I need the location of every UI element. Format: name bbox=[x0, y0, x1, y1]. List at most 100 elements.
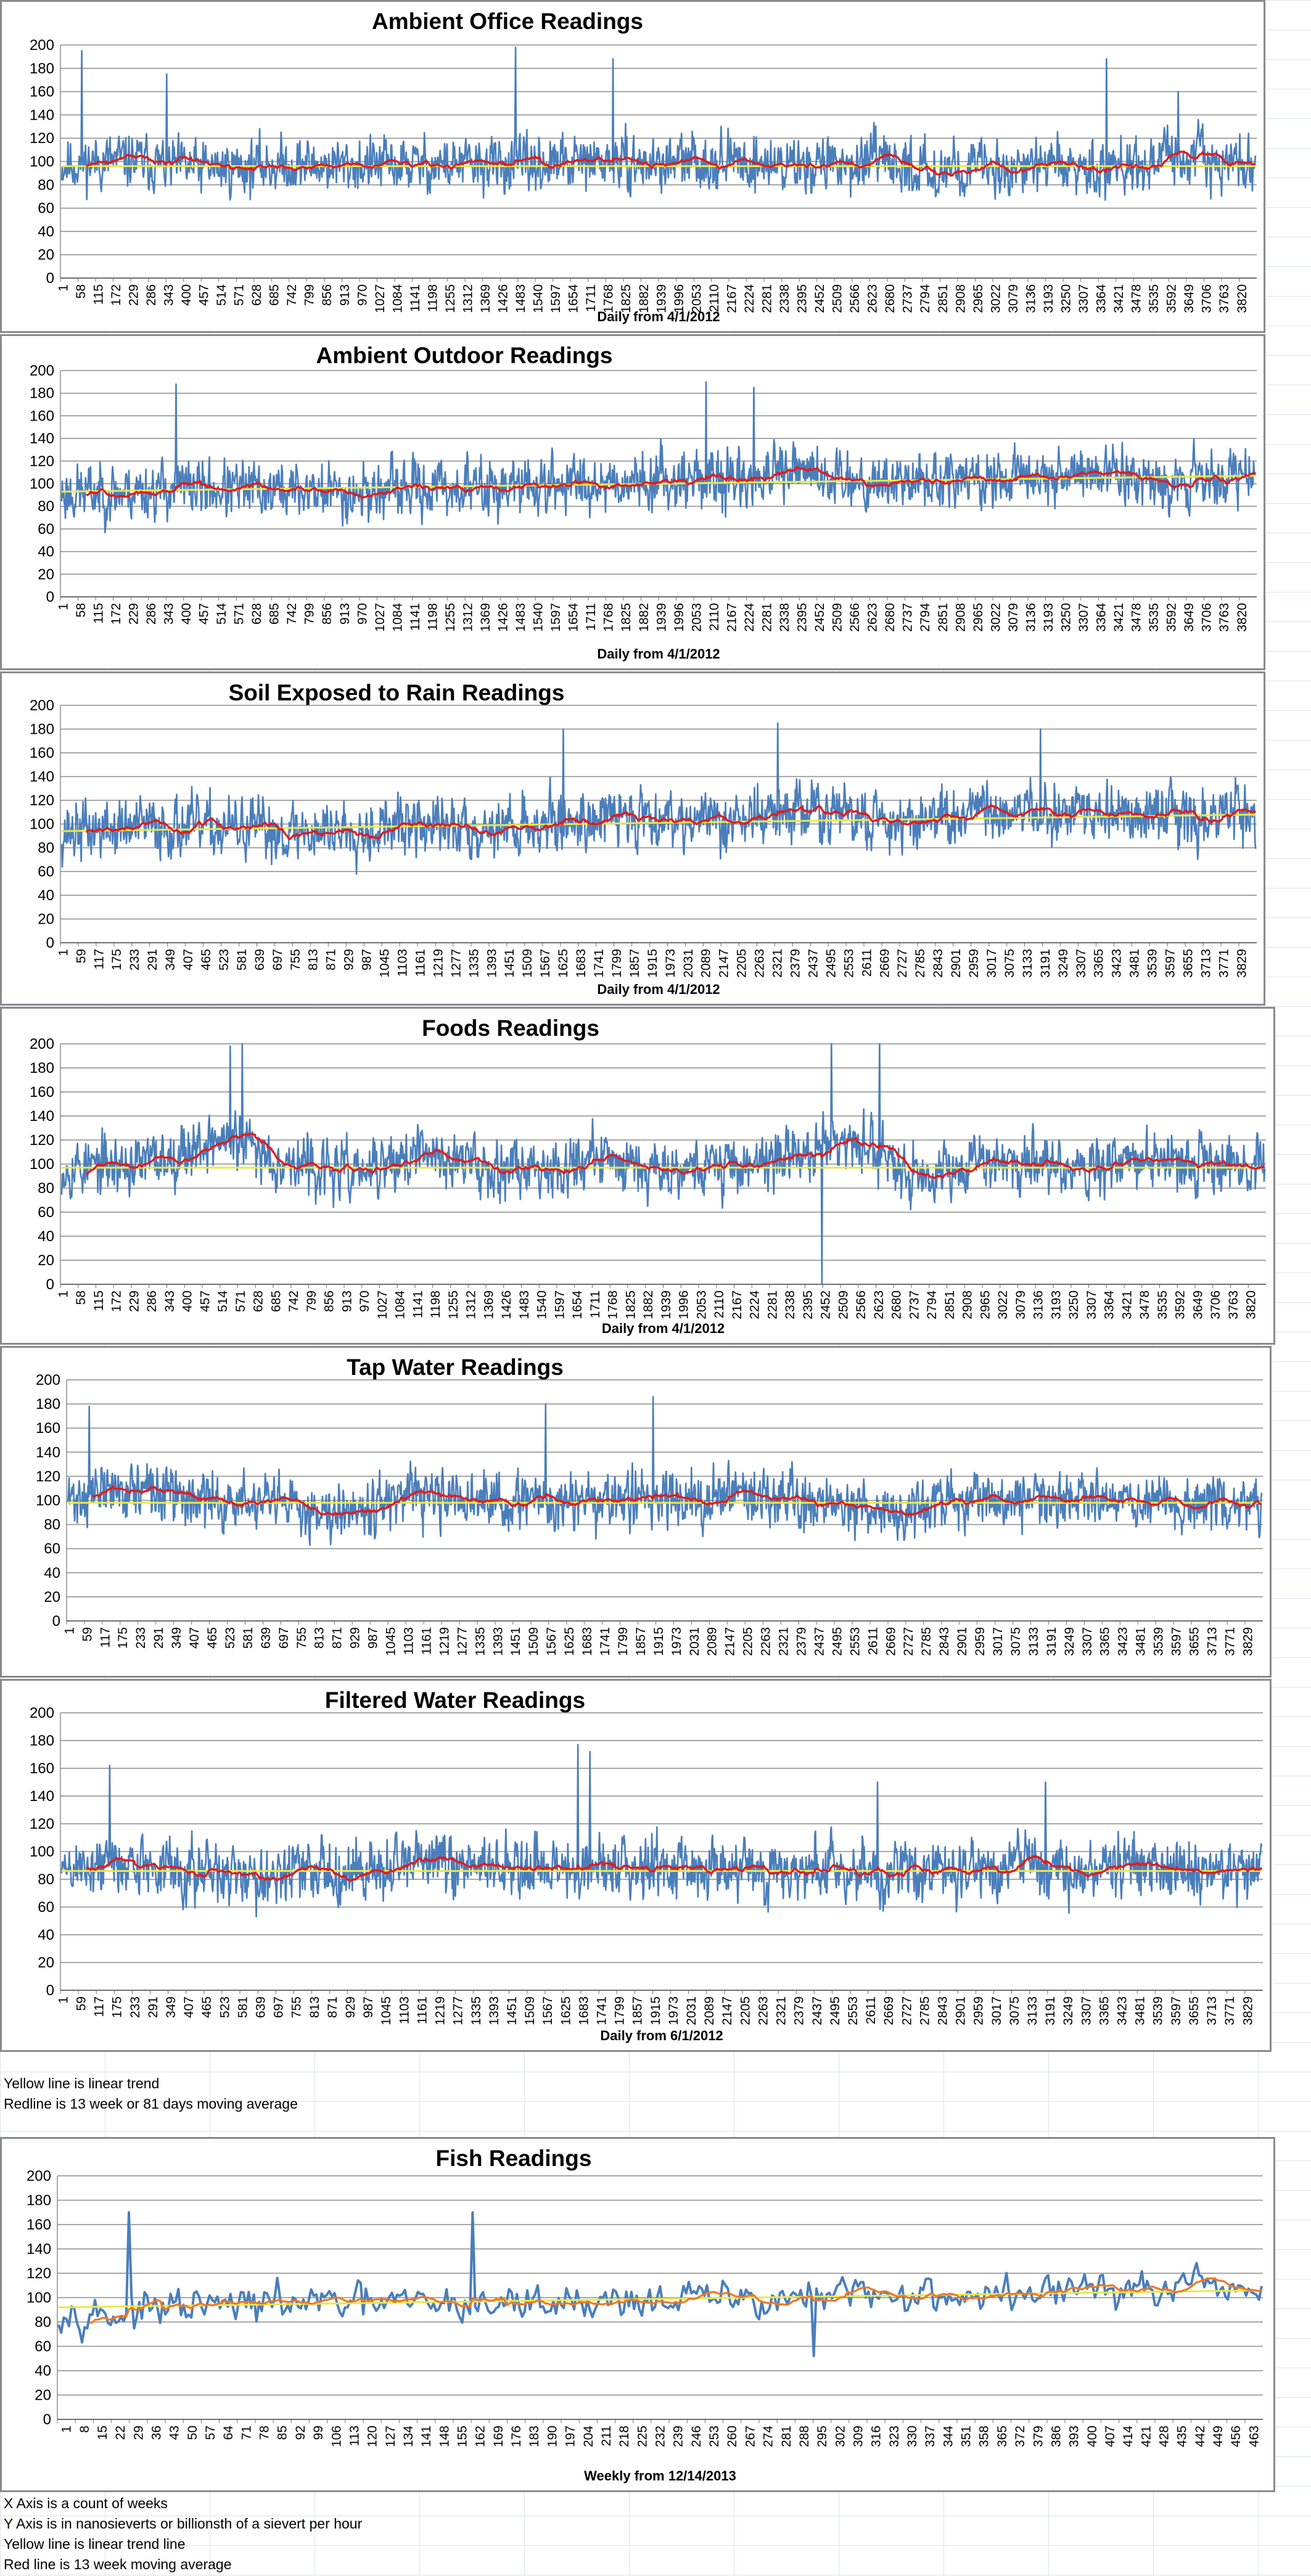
x-tick-label: 343 bbox=[163, 1290, 177, 1312]
x-tick-label: 1426 bbox=[496, 284, 511, 313]
x-tick-label: 2785 bbox=[919, 1627, 934, 1656]
y-tick-label: 60 bbox=[38, 1204, 54, 1221]
x-tick-label: 2908 bbox=[953, 284, 968, 313]
x-tick-label: 2205 bbox=[738, 1996, 752, 2025]
chart-soil-exposed-to-rain: Soil Exposed to Rain Readings 0 20 40 60 80 10… bbox=[0, 671, 1265, 1006]
x-tick-label: 2737 bbox=[901, 284, 915, 313]
note-yellow-trend-line: Yellow line is linear trend line bbox=[4, 2536, 186, 2552]
x-tick-label: 742 bbox=[285, 284, 299, 306]
x-tick-label: 3017 bbox=[990, 1996, 1004, 2025]
x-tick-label: 2553 bbox=[846, 1996, 860, 2025]
x-tick-label: 3649 bbox=[1182, 603, 1196, 632]
x-tick-label: 871 bbox=[324, 949, 339, 970]
x-tick-label: 2281 bbox=[765, 1290, 779, 1319]
x-tick-label: 1567 bbox=[545, 1627, 559, 1656]
x-tick-label: 2205 bbox=[735, 949, 749, 978]
x-tick-label: 1393 bbox=[491, 1627, 505, 1656]
x-tick-label: 1825 bbox=[619, 284, 633, 313]
x-tick-label: 3539 bbox=[1151, 1996, 1165, 2025]
x-tick-label: 407 bbox=[1103, 2426, 1117, 2447]
x-tick-label: 3364 bbox=[1095, 284, 1109, 313]
x-tick-label: 3191 bbox=[1043, 1996, 1058, 2025]
y-tick-label: 100 bbox=[30, 1156, 54, 1173]
x-tick-label: 286 bbox=[144, 603, 158, 625]
x-tick-label: 457 bbox=[198, 1290, 212, 1312]
chart-svg: Ambient Office Readings02040608010012014… bbox=[30, 9, 1257, 324]
x-tick-label: 64 bbox=[221, 2426, 236, 2440]
x-tick-label: 3079 bbox=[1006, 284, 1021, 313]
x-tick-label: 3022 bbox=[988, 284, 1003, 313]
x-tick-label: 2031 bbox=[688, 1627, 702, 1656]
x-tick-label: 2089 bbox=[702, 1996, 717, 2025]
x-tick-label: 2611 bbox=[864, 1996, 878, 2024]
x-tick-label: 2959 bbox=[973, 1627, 987, 1656]
x-tick-label: 742 bbox=[285, 603, 299, 625]
x-tick-label: 1161 bbox=[413, 949, 427, 977]
x-tick-label: 233 bbox=[128, 1996, 142, 2018]
y-tick-label: 160 bbox=[30, 84, 54, 100]
y-tick-label: 40 bbox=[38, 223, 54, 240]
series-linear-trend-line bbox=[58, 2289, 1262, 2308]
x-tick-label: 3539 bbox=[1152, 1627, 1166, 1656]
x-tick-label: 2281 bbox=[760, 603, 774, 632]
y-tick-label: 20 bbox=[35, 2387, 51, 2404]
x-tick-label: 286 bbox=[144, 284, 158, 306]
chart-svg: Filtered Water Readings02040608010012014… bbox=[30, 1688, 1263, 2043]
x-tick-label: 1369 bbox=[479, 284, 493, 313]
x-tick-label: 3307 bbox=[1077, 603, 1091, 632]
x-tick-label: 2205 bbox=[741, 1627, 755, 1656]
x-tick-label: 260 bbox=[725, 2426, 739, 2447]
x-tick-label: 115 bbox=[91, 603, 105, 623]
y-tick-label: 100 bbox=[27, 2290, 51, 2307]
x-tick-label: 1027 bbox=[373, 284, 387, 313]
x-tick-label: 2089 bbox=[699, 949, 713, 978]
x-tick-label: 1799 bbox=[616, 1627, 630, 1656]
x-tick-label: 2053 bbox=[694, 1290, 709, 1319]
series-data-line bbox=[60, 381, 1257, 533]
y-tick-label: 120 bbox=[30, 792, 54, 809]
x-tick-label: 2437 bbox=[810, 1996, 824, 2025]
x-tick-label: 3820 bbox=[1235, 284, 1249, 313]
x-tick-label: 929 bbox=[343, 1996, 358, 2018]
x-tick-label: 2053 bbox=[689, 603, 704, 632]
y-tick-label: 20 bbox=[38, 566, 54, 583]
x-tick-label: 1045 bbox=[378, 949, 392, 978]
x-tick-label: 3017 bbox=[991, 1627, 1005, 1656]
y-tick-label: 80 bbox=[44, 1517, 60, 1533]
y-tick-label: 140 bbox=[36, 1444, 60, 1461]
y-tick-label: 140 bbox=[27, 2241, 51, 2258]
x-tick-label: 987 bbox=[360, 949, 374, 970]
x-tick-label: 169 bbox=[491, 2426, 506, 2447]
note-red-line-moving-average: Redline is 13 week or 81 days moving ave… bbox=[4, 2096, 298, 2112]
x-tick-label: 2495 bbox=[830, 1627, 844, 1656]
x-tick-label: 3307 bbox=[1079, 1996, 1093, 2025]
x-tick-label: 2611 bbox=[860, 949, 874, 977]
x-tick-label: 3133 bbox=[1021, 949, 1035, 978]
x-tick-label: 856 bbox=[320, 284, 334, 306]
x-tick-label: 3771 bbox=[1217, 949, 1231, 978]
x-tick-label: 400 bbox=[1085, 2426, 1099, 2447]
x-tick-label: 2167 bbox=[725, 603, 739, 632]
x-tick-label: 929 bbox=[342, 949, 356, 970]
x-tick-label: 1393 bbox=[487, 1996, 501, 2025]
y-tick-label: 100 bbox=[30, 154, 54, 170]
x-tick-label: 113 bbox=[347, 2426, 361, 2446]
x-tick-label: 2110 bbox=[707, 603, 721, 631]
x-tick-label: 1084 bbox=[390, 284, 405, 313]
x-tick-label: 2509 bbox=[831, 603, 845, 632]
x-tick-label: 2379 bbox=[795, 1627, 809, 1656]
x-tick-label: 1711 bbox=[588, 1290, 602, 1318]
y-tick-label: 120 bbox=[36, 1468, 60, 1485]
x-tick-label: 337 bbox=[923, 2426, 937, 2447]
x-tick-label: 2851 bbox=[943, 1290, 957, 1319]
x-tick-label: 349 bbox=[170, 1627, 184, 1649]
x-tick-label: 2437 bbox=[812, 1627, 826, 1656]
x-tick-label: 465 bbox=[200, 1996, 214, 2018]
x-tick-label: 3365 bbox=[1098, 1627, 1112, 1656]
x-tick-label: 3481 bbox=[1133, 1996, 1148, 2025]
x-tick-label: 316 bbox=[869, 2426, 884, 2447]
x-tick-label: 176 bbox=[509, 2426, 524, 2447]
x-tick-label: 78 bbox=[258, 2426, 272, 2440]
x-tick-label: 3249 bbox=[1061, 1996, 1075, 2025]
x-tick-label: 2167 bbox=[730, 1290, 744, 1319]
